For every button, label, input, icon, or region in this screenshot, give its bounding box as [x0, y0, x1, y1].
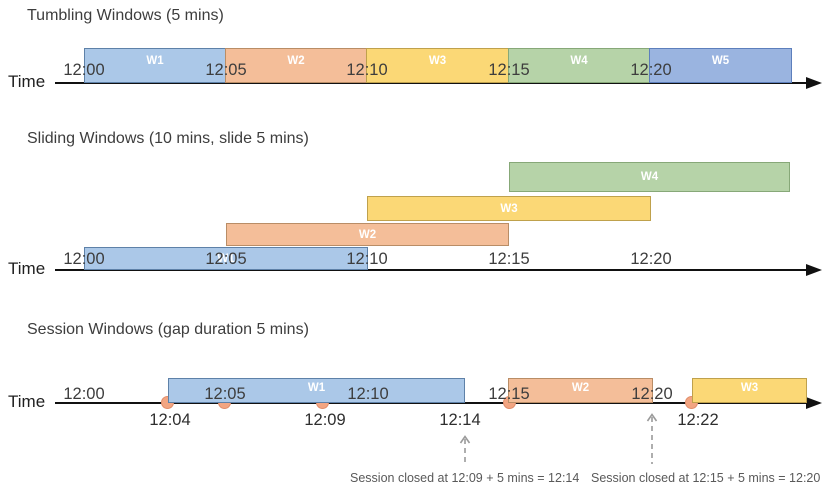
tumbling-tick-1205: 12:05 — [205, 61, 247, 79]
tumbling-timeline-line — [55, 82, 808, 84]
window-label: W4 — [640, 171, 659, 183]
sliding-tick-1215: 12:15 — [488, 250, 530, 268]
session-tick-1205: 12:05 — [204, 385, 246, 403]
session-close-time-label: 12:14 — [439, 411, 481, 429]
tumbling-tick-1220: 12:20 — [630, 61, 672, 79]
event-time-label: 12:09 — [304, 411, 346, 429]
session-window-w3: W3 — [692, 378, 807, 403]
window-label: W3 — [740, 382, 759, 394]
sliding-timeline-arrowhead-icon — [806, 264, 822, 276]
tumbling-axis-label: Time — [8, 72, 46, 91]
window-label: W1 — [146, 55, 164, 67]
sliding-window-w4: W4 — [509, 162, 790, 192]
session-tick-1215: 12:15 — [488, 385, 530, 403]
window-label: W1 — [307, 382, 326, 394]
sliding-tick-1205: 12:05 — [205, 250, 247, 268]
sliding-window-w2: W2 — [226, 223, 509, 246]
sliding-axis-label: Time — [8, 259, 46, 278]
session-annotation-2: Session closed at 12:15 + 5 mins = 12:20 — [591, 471, 821, 485]
tumbling-tick-1215: 12:15 — [488, 61, 530, 79]
window-label: W4 — [570, 55, 588, 67]
sliding-timeline-line — [55, 269, 808, 271]
session-tick-1220: 12:20 — [631, 385, 673, 403]
session-tick-1200: 12:00 — [63, 385, 105, 403]
tumbling-window-w1: W1 — [84, 48, 226, 83]
event-time-label: 12:22 — [677, 411, 719, 429]
sliding-window-w3: W3 — [367, 196, 651, 221]
tumbling-tick-1210: 12:10 — [346, 61, 388, 79]
sliding-tick-1210: 12:10 — [346, 250, 388, 268]
session-section-title: Session Windows (gap duration 5 mins) — [27, 321, 309, 338]
tumbling-timeline-arrowhead-icon — [806, 77, 822, 89]
window-label: W2 — [358, 228, 377, 241]
tumbling-window-w3: W3 — [366, 48, 509, 83]
session-window-w2: W2 — [508, 378, 653, 403]
window-label: W1 — [217, 252, 235, 265]
tumbling-tick-1200: 12:00 — [63, 61, 105, 79]
sliding-tick-1220: 12:20 — [630, 250, 672, 268]
sliding-window-w1: W1 — [84, 247, 368, 270]
session-axis-label: Time — [8, 392, 46, 411]
window-label: W3 — [500, 202, 518, 215]
session-timeline-line — [55, 402, 808, 404]
window-label: W2 — [287, 55, 305, 67]
sliding-tick-1200: 12:00 — [63, 250, 105, 268]
window-label: W2 — [571, 382, 590, 394]
tumbling-section-title: Tumbling Windows (5 mins) — [27, 7, 224, 24]
session-tick-1210: 12:10 — [347, 385, 389, 403]
annotation-arrow-icon — [459, 435, 471, 464]
session-window-w1: W1 — [168, 378, 465, 403]
event-time-label: 12:04 — [149, 411, 191, 429]
tumbling-window-w5: W5 — [649, 48, 792, 83]
session-timeline-arrowhead-icon — [806, 397, 822, 409]
window-label: W5 — [711, 55, 730, 67]
sliding-section-title: Sliding Windows (10 mins, slide 5 mins) — [27, 130, 309, 147]
session-annotation-1: Session closed at 12:09 + 5 mins = 12:14 — [350, 471, 580, 485]
annotation-arrow-icon — [646, 413, 658, 464]
window-label: W3 — [428, 55, 447, 67]
tumbling-window-w2: W2 — [225, 48, 367, 83]
